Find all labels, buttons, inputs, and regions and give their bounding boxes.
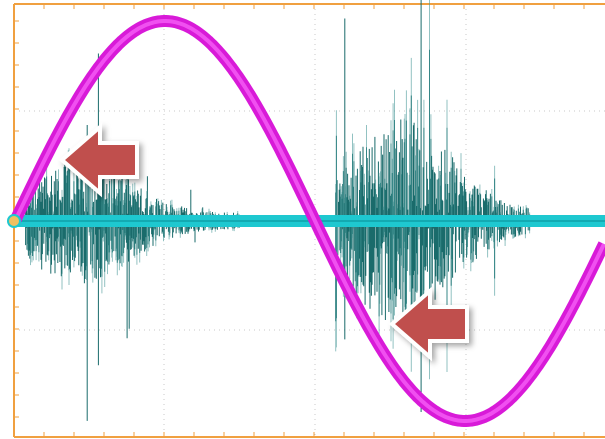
trigger-marker: [8, 215, 20, 227]
oscilloscope-screen: [0, 0, 605, 439]
page: (() => { const data = JSON.parse(documen…: [0, 0, 605, 439]
